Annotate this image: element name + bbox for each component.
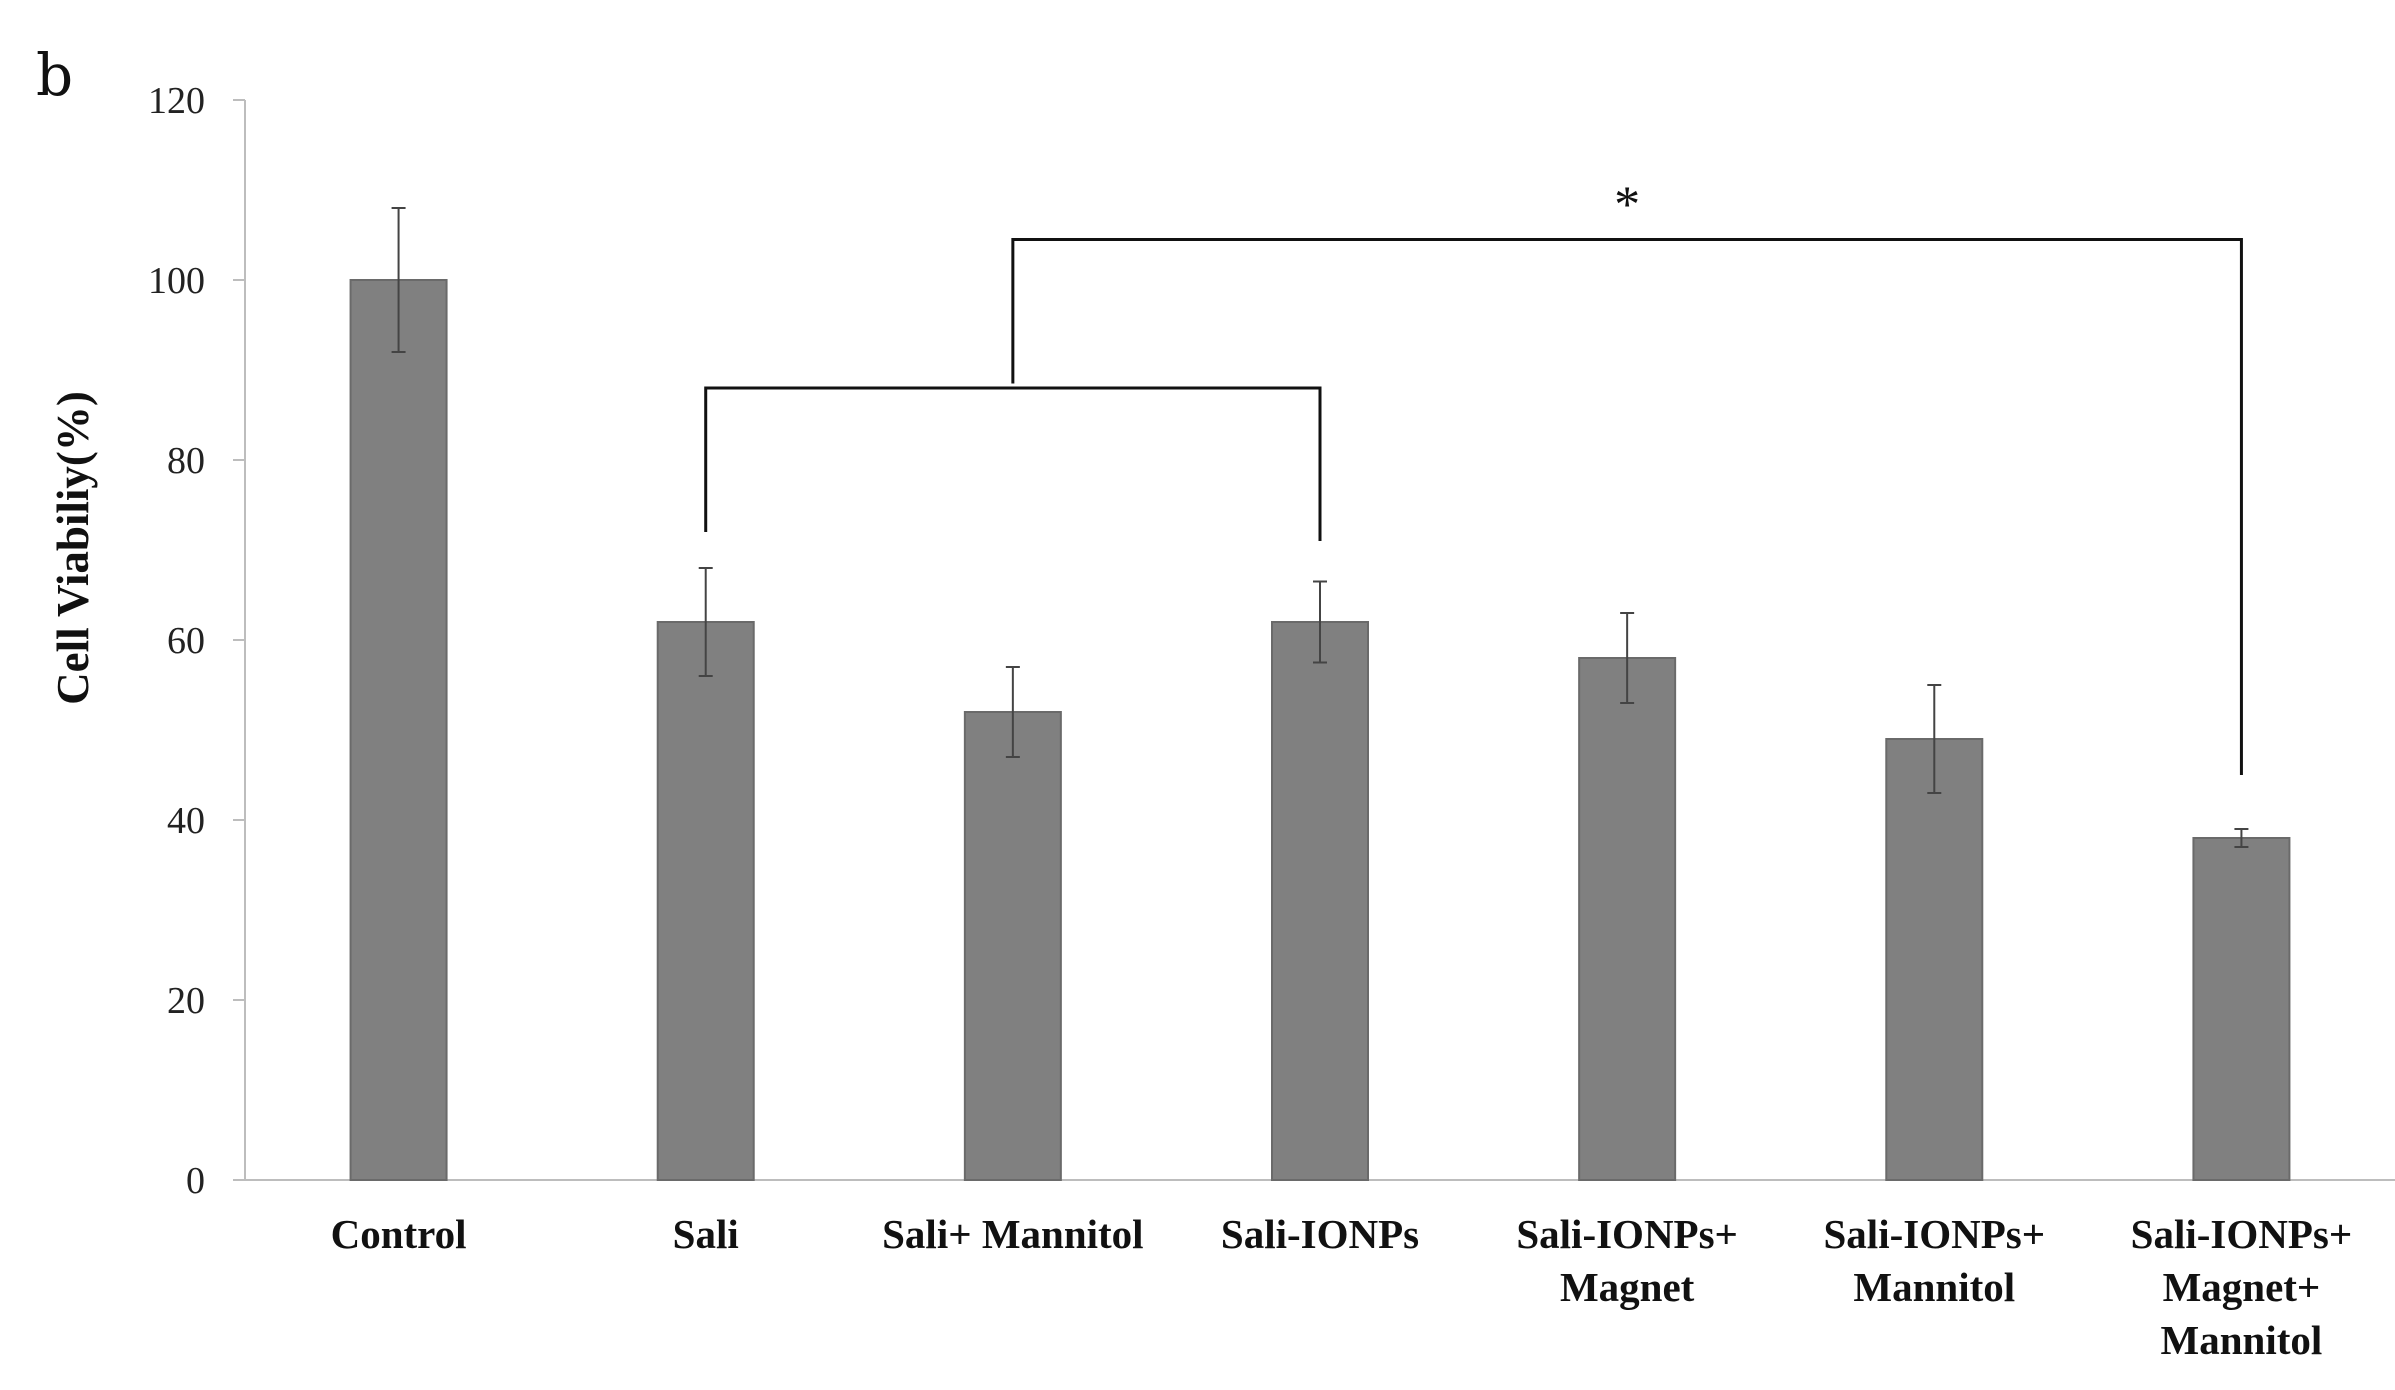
- bar: [963, 711, 1062, 1181]
- y-tick-label: 80: [167, 440, 205, 482]
- x-tick-label-line: Sali: [673, 1211, 739, 1257]
- significance-asterisk: *: [1614, 177, 1640, 234]
- x-tick-label-line: Sali-IONPs+: [1824, 1211, 2046, 1257]
- y-tick-label: 40: [167, 800, 205, 842]
- x-tick-label-line: Sali-IONPs+: [1516, 1211, 1738, 1257]
- x-tick-label-line: Mannitol: [1853, 1264, 2015, 1310]
- x-tick-labels: Control Sali Sali+ Mannitol Sali-IONPs Sali-…: [331, 1211, 2353, 1363]
- significance-brackets: *: [704, 177, 2243, 775]
- x-tick-label-line: Mannitol: [2161, 1317, 2323, 1363]
- x-tick-label-line: Control: [331, 1211, 467, 1257]
- bar: [656, 621, 755, 1181]
- bar: [1578, 657, 1677, 1181]
- x-tick-label-line: Magnet: [1560, 1264, 1695, 1310]
- bracket-sali-vs-sali-ionps: [704, 386, 1322, 541]
- bar: [349, 279, 448, 1181]
- x-tick-label: Sali+ Mannitol: [882, 1211, 1143, 1257]
- y-tick-label: 60: [167, 620, 205, 662]
- x-tick-label: Sali-IONPs+ Mannitol: [1824, 1211, 2046, 1310]
- bars: [349, 279, 2291, 1181]
- error-bars: [391, 207, 2249, 848]
- x-tick-label-line: Sali-IONPs+: [2131, 1211, 2353, 1257]
- x-tick-label: Sali-IONPs+ Magnet+ Mannitol: [2131, 1211, 2353, 1363]
- y-tick-label: 20: [167, 980, 205, 1022]
- bar: [1885, 738, 1984, 1181]
- x-tick-label: Control: [331, 1211, 467, 1257]
- y-axis-label: Cell Viabiliy(%): [48, 391, 98, 705]
- bracket-to-combined-treatment: [1011, 238, 2243, 775]
- bar: [1271, 621, 1369, 1181]
- x-tick-label-line: Sali-IONPs: [1221, 1211, 1419, 1257]
- y-tick-label: 100: [148, 260, 205, 302]
- x-tick-label: Sali-IONPs: [1221, 1211, 1419, 1257]
- x-tick-label-line: Sali+ Mannitol: [882, 1211, 1143, 1257]
- y-tick-label: 0: [186, 1160, 205, 1202]
- x-tick-label-line: Magnet+: [2163, 1264, 2321, 1310]
- x-tick-label: Sali-IONPs+ Magnet: [1516, 1211, 1738, 1310]
- bar: [2192, 837, 2291, 1181]
- y-tick-label: 120: [148, 80, 205, 122]
- panel-label: b: [36, 41, 73, 109]
- axes: 0 20 40 60 80 100 120: [148, 80, 2395, 1202]
- x-tick-label: Sali: [673, 1211, 739, 1257]
